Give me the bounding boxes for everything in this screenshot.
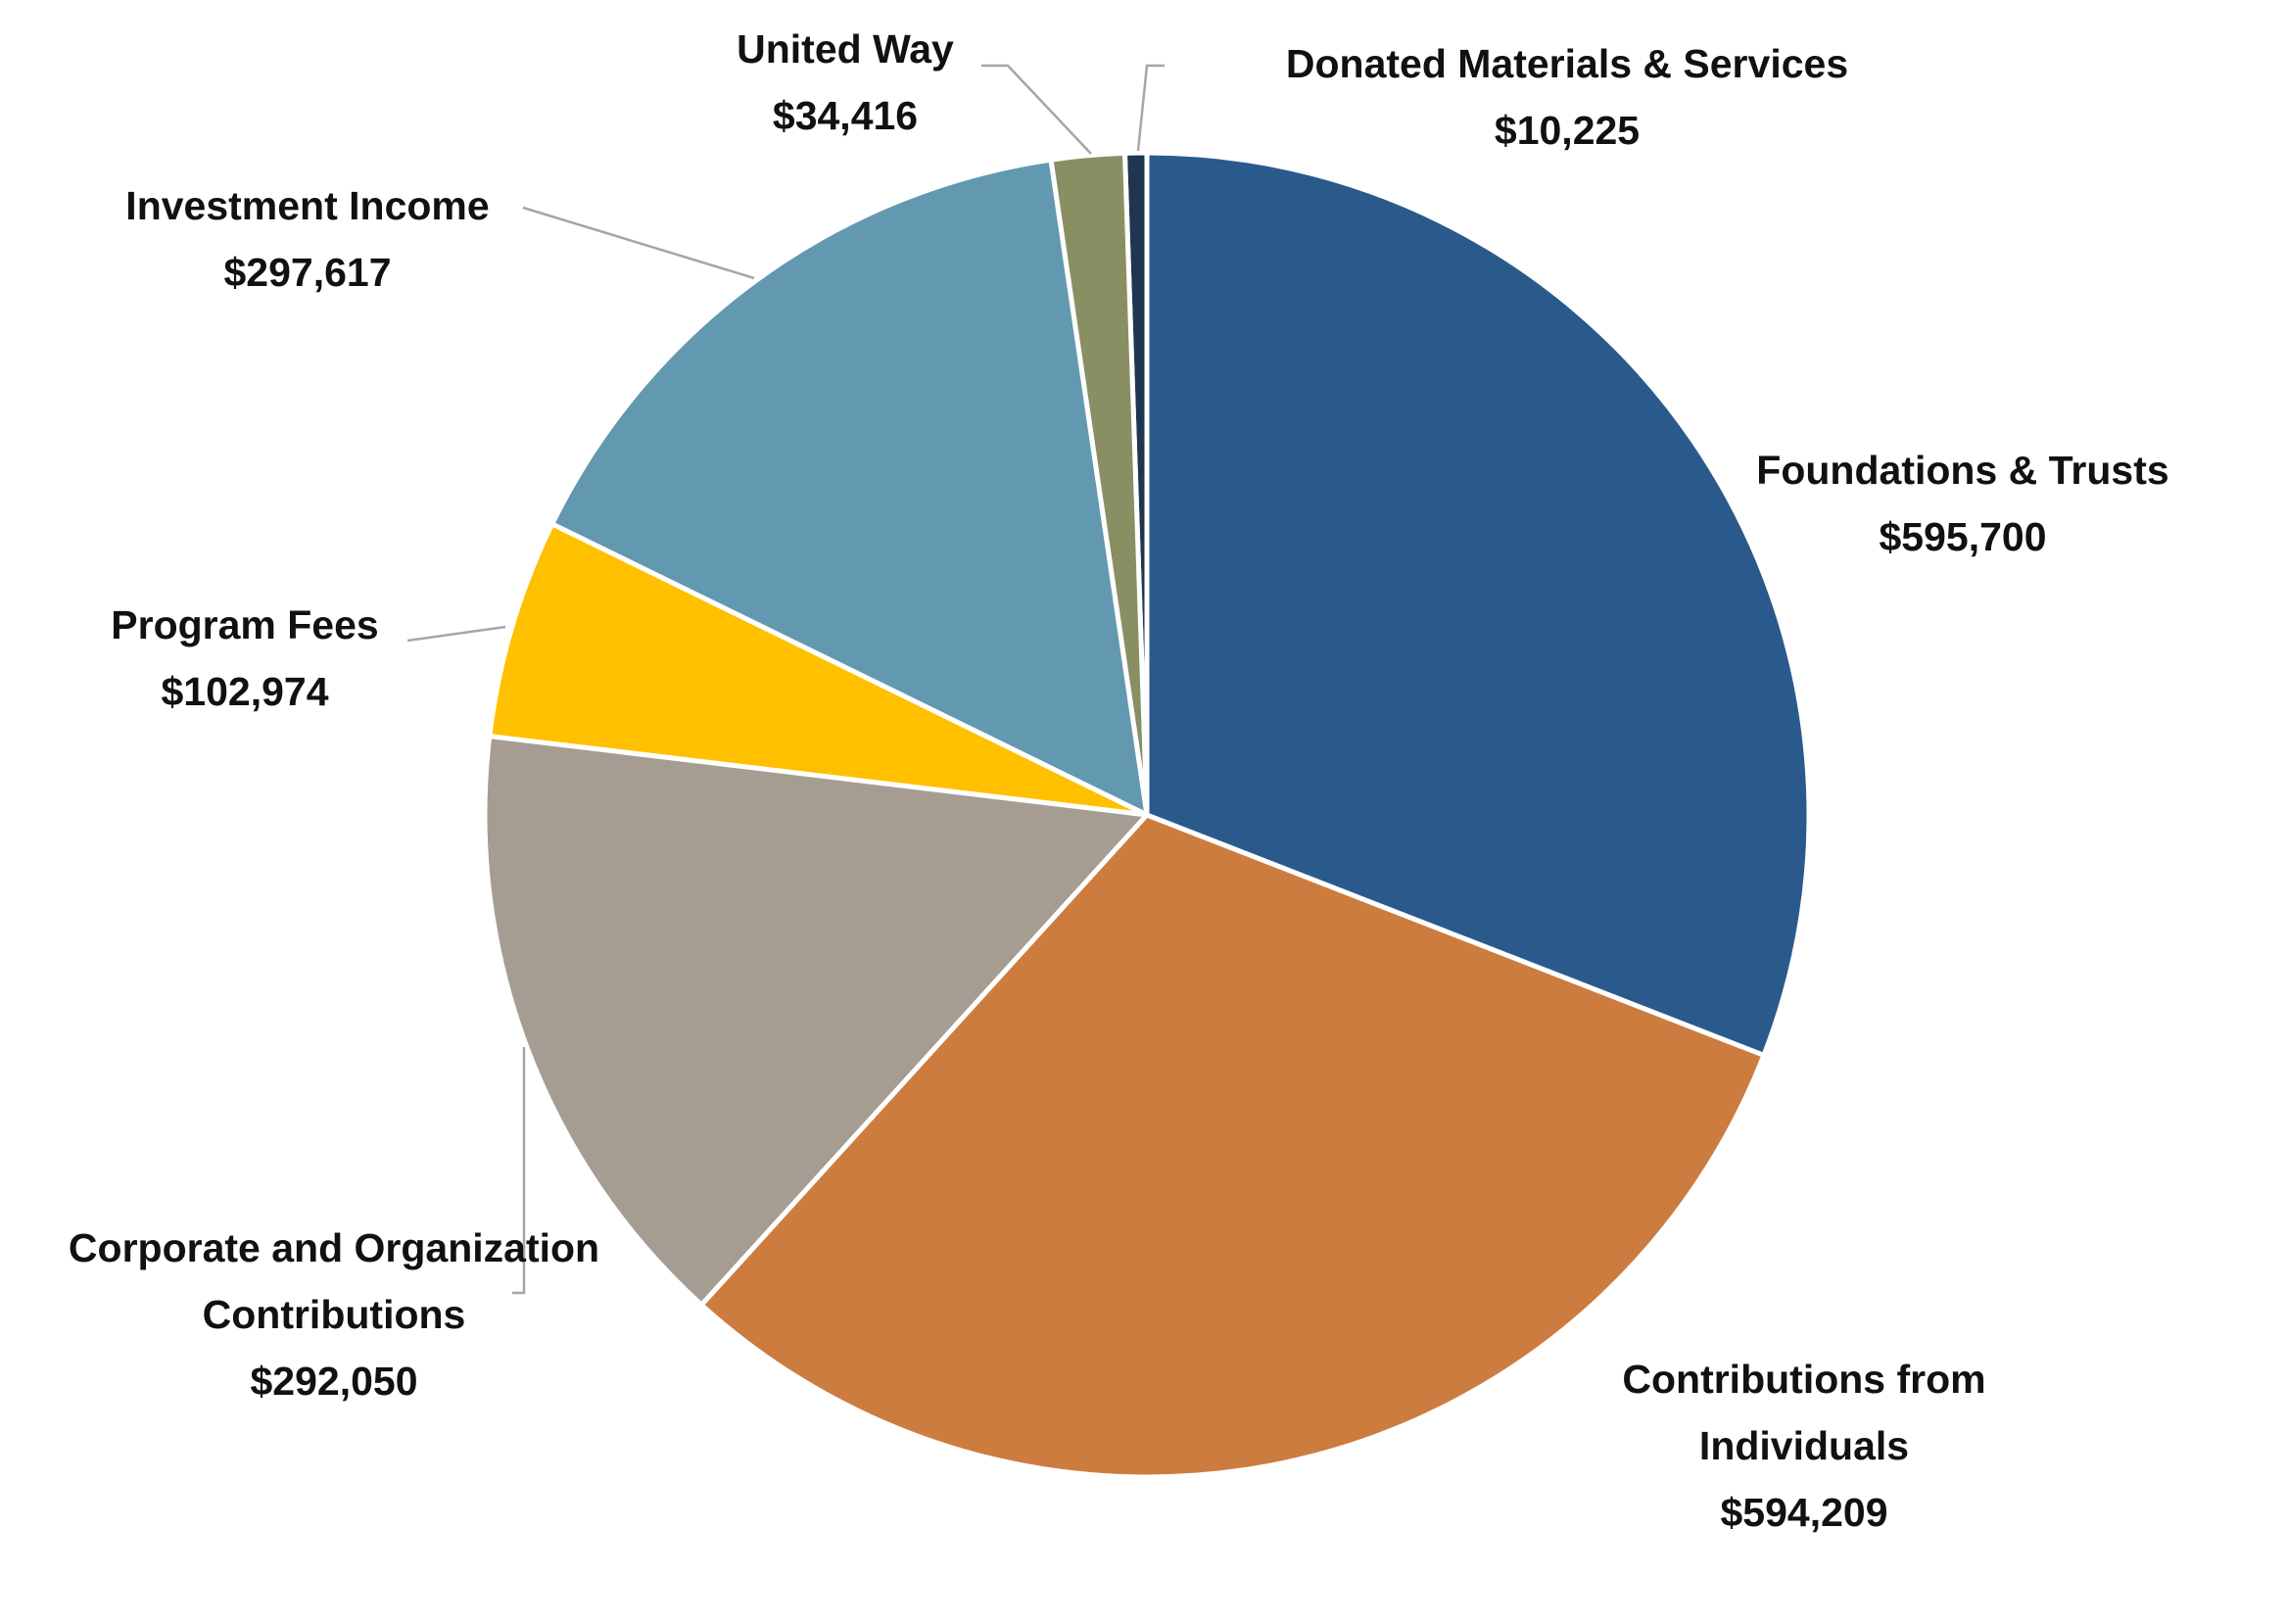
slice-label: United Way $34,416 bbox=[649, 16, 1041, 149]
leader-line bbox=[406, 625, 506, 643]
category-label: Contributions from Individuals bbox=[1622, 1357, 1986, 1468]
slice-label: Investment Income $297,617 bbox=[63, 172, 552, 306]
leader-line bbox=[512, 1047, 526, 1295]
leader-line bbox=[1136, 64, 1165, 152]
leader-line bbox=[522, 206, 755, 280]
leader-line bbox=[981, 64, 1092, 155]
value-label: $292,050 bbox=[250, 1359, 418, 1404]
pie-slice bbox=[482, 734, 1150, 1308]
category-label: Foundations & Trusts bbox=[1756, 448, 2169, 493]
category-label: Donated Materials & Services bbox=[1285, 41, 1849, 86]
value-label: $595,700 bbox=[1879, 514, 2047, 559]
pie-slice bbox=[487, 521, 1150, 818]
value-label: $34,416 bbox=[772, 93, 919, 138]
value-label: $102,974 bbox=[161, 669, 329, 714]
value-label: $10,225 bbox=[1494, 108, 1641, 153]
slice-label: Contributions from Individuals $594,209 bbox=[1569, 1346, 2039, 1546]
slice-label: Foundations & Trusts $595,700 bbox=[1669, 437, 2257, 570]
category-label: Investment Income bbox=[125, 183, 490, 228]
category-label: Program Fees bbox=[111, 602, 379, 647]
slice-label: Program Fees $102,974 bbox=[49, 592, 441, 725]
category-label: United Way bbox=[737, 26, 954, 72]
pie-slice bbox=[698, 812, 1767, 1480]
slice-label: Donated Materials & Services $10,225 bbox=[1224, 30, 1910, 164]
pie-slice bbox=[1144, 150, 1812, 1058]
value-label: $594,209 bbox=[1720, 1490, 1888, 1535]
category-label: Corporate and Organization Contributions bbox=[68, 1225, 600, 1337]
value-label: $297,617 bbox=[223, 250, 392, 295]
pie-slice bbox=[549, 157, 1150, 818]
slice-label: Corporate and Organization Contributions… bbox=[1, 1215, 667, 1414]
